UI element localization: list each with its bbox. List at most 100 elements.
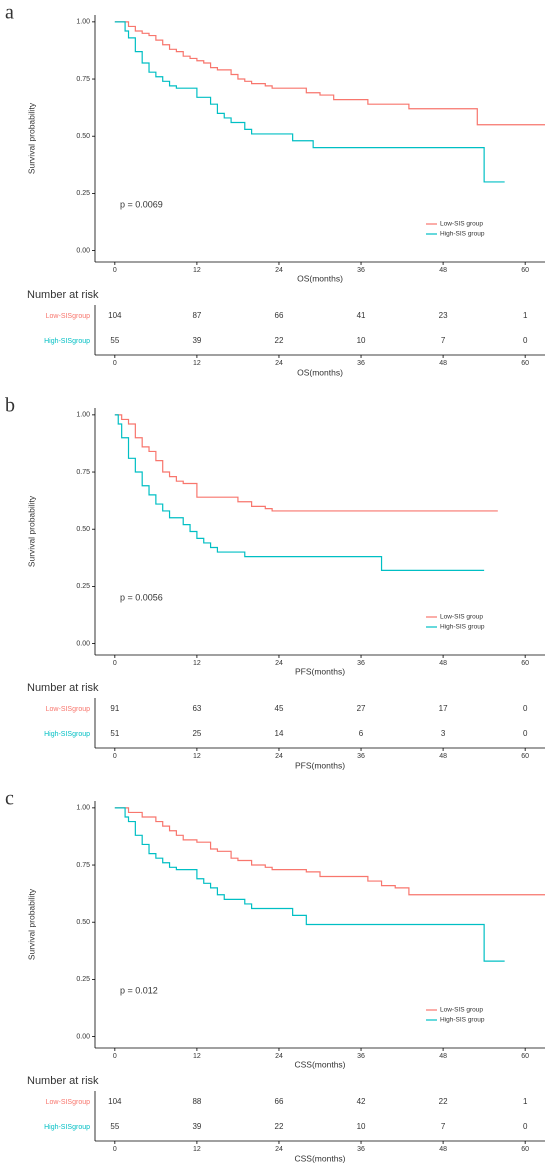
x-tick-label: 24 — [275, 1053, 283, 1060]
y-tick-label: 0.25 — [76, 190, 90, 197]
risk-count: 0 — [523, 1122, 528, 1131]
table-x-tick-label: 48 — [439, 753, 447, 760]
row-label: Low-SISgroup — [46, 706, 90, 713]
y-axis-label: Survival probability — [26, 102, 36, 174]
y-tick-label: 0.50 — [76, 133, 90, 140]
risk-count: 25 — [192, 729, 201, 738]
risk-count: 42 — [357, 1097, 366, 1106]
table-x-tick-label: 0 — [113, 1146, 117, 1153]
risk-table-title: Number at risk — [27, 682, 99, 694]
risk-count: 0 — [523, 336, 528, 345]
risk-count: 7 — [441, 336, 446, 345]
table-x-tick-label: 60 — [521, 360, 529, 367]
risk-count: 104 — [108, 1097, 122, 1106]
annotation: p = 0.012 — [120, 985, 158, 995]
table-x-tick-label: 36 — [357, 1146, 365, 1153]
risk-count: 104 — [108, 311, 122, 320]
row-label: High-SISgroup — [44, 338, 90, 345]
y-tick-label: 0.50 — [76, 919, 90, 926]
legend-label: Low-SIS group — [440, 614, 483, 621]
x-tick-label: 0 — [113, 1053, 117, 1060]
table-x-tick-label: 0 — [113, 753, 117, 760]
legend-label: High-SIS group — [440, 231, 485, 238]
survival-curve — [114, 414, 498, 512]
risk-count: 10 — [357, 336, 366, 345]
x-tick-label: 12 — [193, 1053, 201, 1060]
risk-count: 88 — [192, 1097, 201, 1106]
risk-count: 27 — [357, 704, 366, 713]
risk-count: 39 — [192, 336, 201, 345]
x-axis-label: OS(months) — [297, 273, 343, 283]
x-axis-label: PFS(months) — [295, 666, 345, 676]
x-tick-label: 60 — [521, 267, 529, 274]
risk-count: 3 — [441, 729, 446, 738]
legend-label: Low-SIS group — [440, 221, 483, 228]
annotation: p = 0.0056 — [120, 592, 163, 602]
table-x-tick-label: 48 — [439, 360, 447, 367]
row-label: Low-SISgroup — [46, 1099, 90, 1106]
x-tick-label: 48 — [439, 1053, 447, 1060]
y-tick-label: 0.50 — [76, 526, 90, 533]
risk-count: 17 — [439, 704, 448, 713]
x-tick-label: 36 — [357, 267, 365, 274]
x-tick-label: 48 — [439, 267, 447, 274]
x-tick-label: 36 — [357, 1053, 365, 1060]
x-tick-label: 60 — [521, 660, 529, 667]
risk-count: 66 — [275, 311, 284, 320]
table-x-axis-label: CSS(months) — [294, 1153, 345, 1163]
risk-count: 41 — [357, 311, 366, 320]
risk-count: 39 — [192, 1122, 201, 1131]
table-x-tick-label: 48 — [439, 1146, 447, 1153]
risk-count: 51 — [110, 729, 119, 738]
risk-count: 66 — [275, 1097, 284, 1106]
risk-count: 10 — [357, 1122, 366, 1131]
survival-curve — [114, 807, 545, 896]
x-tick-label: 0 — [113, 660, 117, 667]
row-label: High-SISgroup — [44, 1124, 90, 1131]
table-x-tick-label: 12 — [193, 753, 201, 760]
survival-curve — [114, 414, 485, 571]
risk-count: 63 — [192, 704, 201, 713]
table-x-tick-label: 60 — [521, 1146, 529, 1153]
y-tick-label: 0.00 — [76, 1033, 90, 1040]
risk-count: 22 — [439, 1097, 448, 1106]
y-tick-label: 0.25 — [76, 583, 90, 590]
y-tick-label: 0.75 — [76, 469, 90, 476]
annotation: p = 0.0069 — [120, 199, 163, 209]
panel-label: a — [5, 2, 14, 24]
table-x-axis-label: PFS(months) — [295, 760, 345, 770]
x-tick-label: 12 — [193, 660, 201, 667]
row-label: Low-SISgroup — [46, 313, 90, 320]
y-tick-label: 0.00 — [76, 640, 90, 647]
survival-curve — [114, 21, 545, 126]
survival-curve — [114, 21, 505, 183]
y-tick-label: 1.00 — [76, 412, 90, 419]
risk-count: 6 — [359, 729, 364, 738]
y-tick-label: 0.00 — [76, 247, 90, 254]
table-x-tick-label: 12 — [193, 360, 201, 367]
risk-count: 1 — [523, 1097, 528, 1106]
legend-label: High-SIS group — [440, 624, 485, 631]
risk-table-title: Number at risk — [27, 1075, 99, 1087]
y-tick-label: 0.75 — [76, 862, 90, 869]
table-x-tick-label: 12 — [193, 1146, 201, 1153]
risk-count: 7 — [441, 1122, 446, 1131]
panel-label: c — [5, 788, 14, 810]
row-label: High-SISgroup — [44, 731, 90, 738]
table-x-tick-label: 60 — [521, 753, 529, 760]
risk-count: 22 — [275, 1122, 284, 1131]
panel-label: b — [5, 395, 15, 417]
risk-count: 45 — [275, 704, 284, 713]
y-tick-label: 0.75 — [76, 76, 90, 83]
y-tick-label: 0.25 — [76, 976, 90, 983]
risk-count: 23 — [439, 311, 448, 320]
risk-count: 87 — [192, 311, 201, 320]
risk-count: 55 — [110, 1122, 119, 1131]
risk-count: 14 — [275, 729, 284, 738]
x-tick-label: 60 — [521, 1053, 529, 1060]
risk-table-title: Number at risk — [27, 289, 99, 301]
table-x-tick-label: 24 — [275, 753, 283, 760]
table-x-tick-label: 36 — [357, 753, 365, 760]
x-tick-label: 24 — [275, 660, 283, 667]
table-x-tick-label: 24 — [275, 1146, 283, 1153]
